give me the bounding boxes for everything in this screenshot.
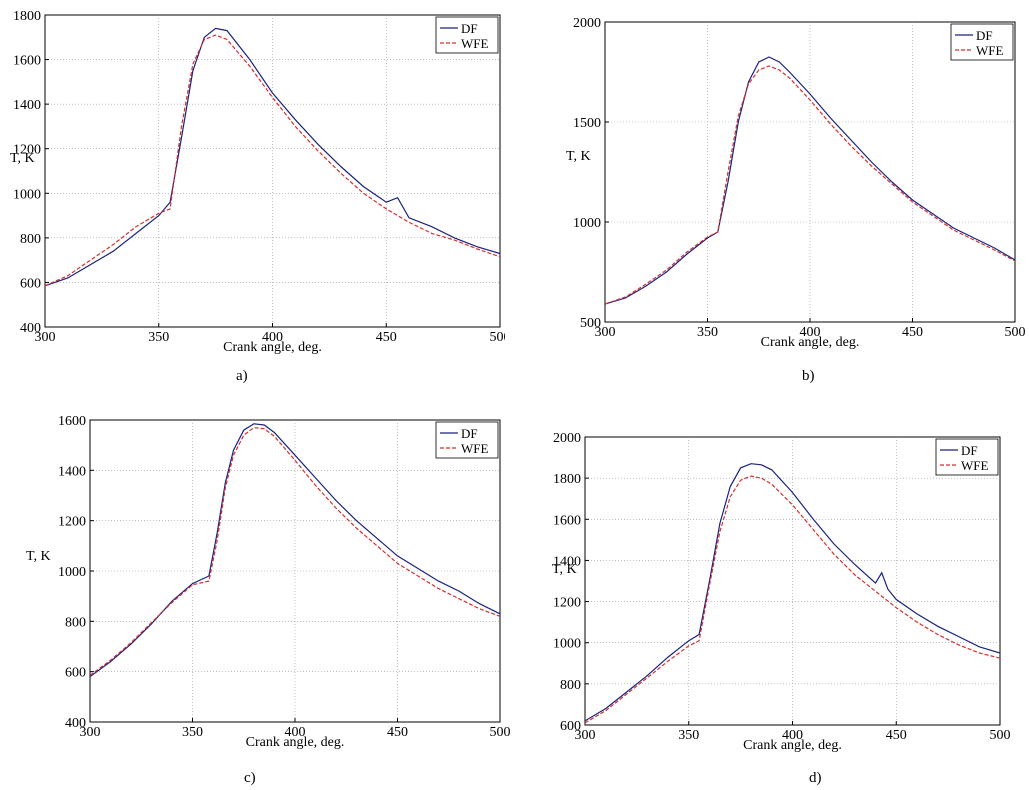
y-tick-label: 800 [560, 678, 581, 693]
legend-box [935, 438, 999, 476]
panel-caption-a: a) [236, 368, 248, 384]
y-tick-label: 1000 [58, 565, 86, 580]
x-tick-label: 500 [990, 728, 1011, 743]
legend-label-wfe: WFE [961, 458, 989, 473]
x-tick-label: 400 [285, 725, 306, 740]
y-tick-label: 1800 [13, 9, 41, 24]
x-tick-label: 300 [80, 725, 101, 740]
y-tick-label: 1400 [13, 98, 41, 113]
series-line-df [585, 463, 1000, 722]
y-tick-label: 600 [560, 719, 581, 734]
x-tick-label: 350 [182, 725, 203, 740]
chart-d-svg: 300 350 400 450 500 600 800 1000 1200 1400 1600 180… [552, 431, 1011, 753]
chart-panel-d: 300 350 400 450 500 600 800 1000 1200 1400 1600 180… [530, 405, 1025, 775]
x-tick-label: 450 [886, 728, 907, 743]
x-tick-label: 500 [490, 330, 506, 345]
series-line-wfe [90, 426, 500, 676]
y-tick-label: 1600 [58, 414, 86, 429]
y-tick-label: 1400 [553, 554, 581, 569]
y-tick-label: 800 [65, 615, 86, 630]
legend-label-wfe: WFE [976, 43, 1004, 58]
series-line-df [90, 423, 500, 678]
y-tick-label: 1500 [573, 116, 601, 131]
y-tick-label: 1200 [553, 596, 581, 611]
x-tick-label: 400 [782, 728, 803, 743]
x-tick-label: 450 [902, 325, 923, 340]
x-tick-label: 450 [376, 330, 397, 345]
y-tick-label: 1000 [573, 216, 601, 231]
series-line-df [45, 27, 500, 287]
panel-caption-c: c) [244, 770, 256, 786]
y-tick-label: 500 [580, 316, 601, 331]
y-tick-label: 1400 [58, 464, 86, 479]
y-tick-label: 1200 [13, 143, 41, 158]
y-axis-label: T, K [10, 151, 35, 166]
y-tick-label: 400 [65, 716, 86, 731]
legend-label-df: DF [461, 426, 478, 441]
x-tick-label: 450 [387, 725, 408, 740]
y-tick-label: 600 [65, 666, 86, 681]
legend-label-wfe: WFE [461, 36, 489, 51]
series-line-df [605, 56, 1015, 305]
y-tick-label: 1800 [553, 472, 581, 487]
chart-panel-c: 300 350 400 450 500 400 600 800 1000 1200 1400 1600… [0, 400, 515, 775]
legend-label-df: DF [461, 21, 478, 36]
chart-c-svg: 300 350 400 450 500 400 600 800 1000 1200 1400 1600… [26, 414, 511, 750]
y-tick-label: 1000 [13, 187, 41, 202]
panel-caption-b: b) [802, 368, 815, 384]
x-tick-label: 500 [1005, 325, 1026, 340]
y-axis-label: T, K [552, 562, 577, 577]
x-tick-label: 300 [35, 330, 56, 345]
x-axis-label: Crank angle, deg. [761, 335, 860, 350]
x-tick-label: 400 [800, 325, 821, 340]
y-tick-label: 400 [20, 321, 41, 336]
legend-box [435, 421, 499, 459]
legend-label-df: DF [976, 28, 993, 43]
panel-caption-d: d) [809, 770, 822, 786]
series-line-wfe [605, 65, 1015, 305]
y-axis-label: T, K [26, 549, 51, 564]
series-line-wfe [45, 34, 500, 287]
y-tick-label: 1200 [58, 515, 86, 530]
chart-panel-a: 300 350 400 450 500 400 600 800 1000 1200 1400 1600… [0, 0, 511, 375]
y-tick-label: 1600 [553, 513, 581, 528]
x-axis-label: Crank angle, deg. [743, 738, 842, 753]
y-tick-label: 2000 [553, 431, 581, 446]
chart-panel-b: 300 350 400 450 500 500 1000 1500 2000 Crank angl… [510, 0, 1026, 375]
x-axis-label: Crank angle, deg. [223, 340, 322, 355]
x-tick-label: 300 [575, 728, 596, 743]
y-axis-label: T, K [566, 149, 591, 164]
legend-label-wfe: WFE [461, 441, 489, 456]
y-tick-label: 800 [20, 232, 41, 247]
x-tick-label: 400 [262, 330, 283, 345]
chart-a-svg: 300 350 400 450 500 400 600 800 1000 1200 1400 1600… [10, 9, 511, 355]
x-tick-label: 350 [697, 325, 718, 340]
legend-box [435, 16, 499, 54]
legend-box [950, 23, 1014, 61]
x-tick-label: 350 [678, 728, 699, 743]
x-axis-label: Crank angle, deg. [246, 735, 345, 750]
y-tick-label: 1600 [13, 54, 41, 69]
y-tick-label: 2000 [573, 16, 601, 31]
x-tick-label: 300 [595, 325, 616, 340]
y-tick-label: 600 [20, 276, 41, 291]
legend-label-df: DF [961, 443, 978, 458]
x-tick-label: 500 [490, 725, 511, 740]
chart-b-svg: 300 350 400 450 500 500 1000 1500 2000 Crank angl… [566, 16, 1026, 350]
series-line-wfe [585, 475, 1000, 724]
x-tick-label: 350 [148, 330, 169, 345]
y-tick-label: 1000 [553, 637, 581, 652]
